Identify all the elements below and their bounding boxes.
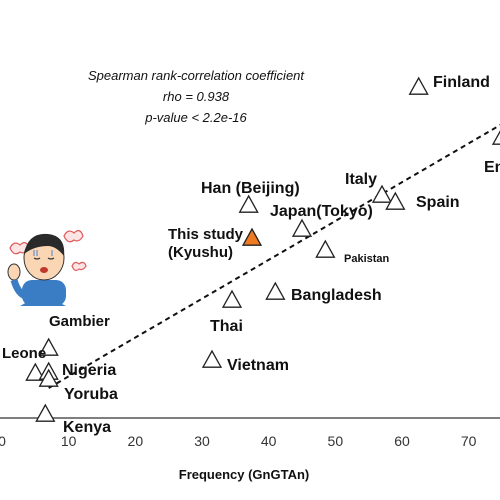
data-points: Finland En Italy Spain Han (Beijing) Japan(To… (2, 74, 500, 436)
data-point-marker (38, 337, 59, 356)
data-point-label: Thai (210, 318, 243, 335)
annotation-line-3: p-value < 2.2e-16 (144, 110, 247, 125)
data-point-label: Spain (416, 194, 460, 211)
x-axis-label: Frequency (GnGTAn) (179, 467, 309, 482)
data-point-label: En (484, 159, 500, 176)
data-point-label: Bangladesh (291, 287, 382, 304)
trend-line (48, 124, 500, 389)
data-point-marker (201, 349, 223, 368)
data-point-marker (221, 289, 243, 308)
data-point-marker (291, 218, 313, 237)
data-point-label: Yoruba (64, 386, 118, 403)
tired-person-illustration (7, 230, 87, 306)
data-point-label: Leone (2, 345, 46, 362)
data-point-label: Italy (345, 171, 377, 188)
data-point-marker (265, 281, 286, 300)
x-tick-label: 10 (61, 433, 77, 449)
data-point-marker (371, 184, 393, 203)
data-point-marker (241, 227, 263, 246)
data-point-label: Vietnam (227, 357, 289, 374)
data-point-label: Pakistan (344, 253, 390, 265)
x-tick-label: 60 (394, 433, 410, 449)
x-tick-label: 0 (0, 433, 6, 449)
data-point-label: Nigeria (62, 362, 116, 379)
data-point-marker (25, 362, 46, 381)
x-tick-label: 50 (328, 433, 344, 449)
x-tick-label: 20 (128, 433, 144, 449)
data-point-marker (408, 76, 429, 95)
x-tick-label: 70 (461, 433, 477, 449)
data-point-marker (491, 130, 500, 145)
data-point-marker (38, 368, 59, 387)
data-point-label: Japan(Tokyo) (270, 203, 373, 220)
data-point-label: This study (Kyushu) (168, 226, 244, 261)
x-tick-label: 30 (194, 433, 210, 449)
x-tick-label: 40 (261, 433, 277, 449)
data-point-marker (238, 194, 259, 213)
annotation-line-1: Spearman rank-correlation coefficient (88, 68, 305, 83)
annotation-line-2: rho = 0.938 (163, 89, 230, 104)
data-point-label: Kenya (63, 419, 111, 436)
data-point-marker (35, 403, 56, 422)
x-tick-labels: 0 10 20 30 40 50 60 70 (0, 433, 477, 449)
data-point-label: Han (Beijing) (201, 180, 300, 197)
data-point-marker (385, 191, 406, 210)
data-point-label: Finland (433, 74, 490, 91)
data-point-label: Gambier (49, 313, 110, 330)
data-point-marker (315, 239, 336, 258)
